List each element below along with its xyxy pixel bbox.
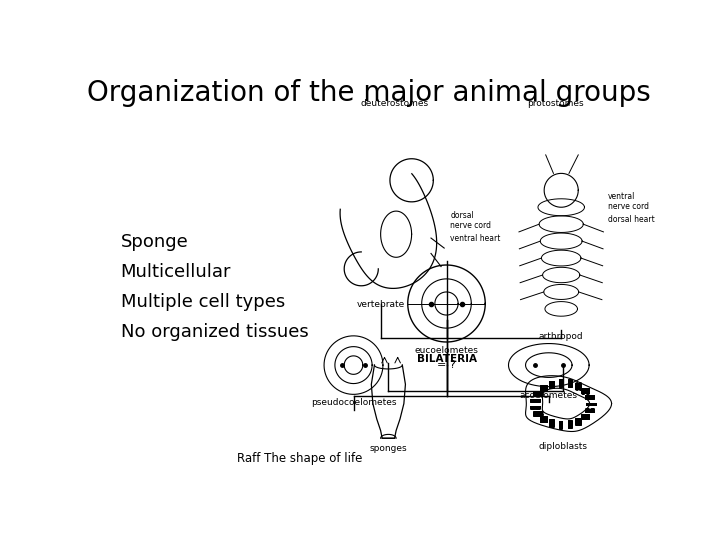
Text: Raff The shape of life: Raff The shape of life <box>237 452 362 465</box>
Text: sponges: sponges <box>369 444 408 454</box>
Text: acoelometes: acoelometes <box>520 390 577 400</box>
Text: Multiple cell types: Multiple cell types <box>121 293 285 311</box>
Text: dorsal heart: dorsal heart <box>608 215 654 224</box>
Text: Organization of the major animal groups: Organization of the major animal groups <box>87 79 651 107</box>
Text: = ?: = ? <box>437 360 456 370</box>
Text: No organized tissues: No organized tissues <box>121 323 308 341</box>
Text: vertebrate: vertebrate <box>356 300 405 309</box>
Text: eucoelometes: eucoelometes <box>415 346 478 355</box>
Text: dorsal
nerve cord: dorsal nerve cord <box>451 211 491 231</box>
Text: ventral
nerve cord: ventral nerve cord <box>608 192 649 211</box>
Text: deuterostomes: deuterostomes <box>360 99 428 109</box>
Text: arthropod: arthropod <box>539 332 583 341</box>
Text: protostomes: protostomes <box>528 99 584 109</box>
Text: pseudocoelometes: pseudocoelometes <box>311 398 396 407</box>
Text: Multicellular: Multicellular <box>121 263 231 281</box>
Text: BILATERIA: BILATERIA <box>417 354 477 364</box>
Text: diploblasts: diploblasts <box>539 442 588 451</box>
Text: ventral heart: ventral heart <box>451 234 500 243</box>
Text: Sponge: Sponge <box>121 233 189 251</box>
